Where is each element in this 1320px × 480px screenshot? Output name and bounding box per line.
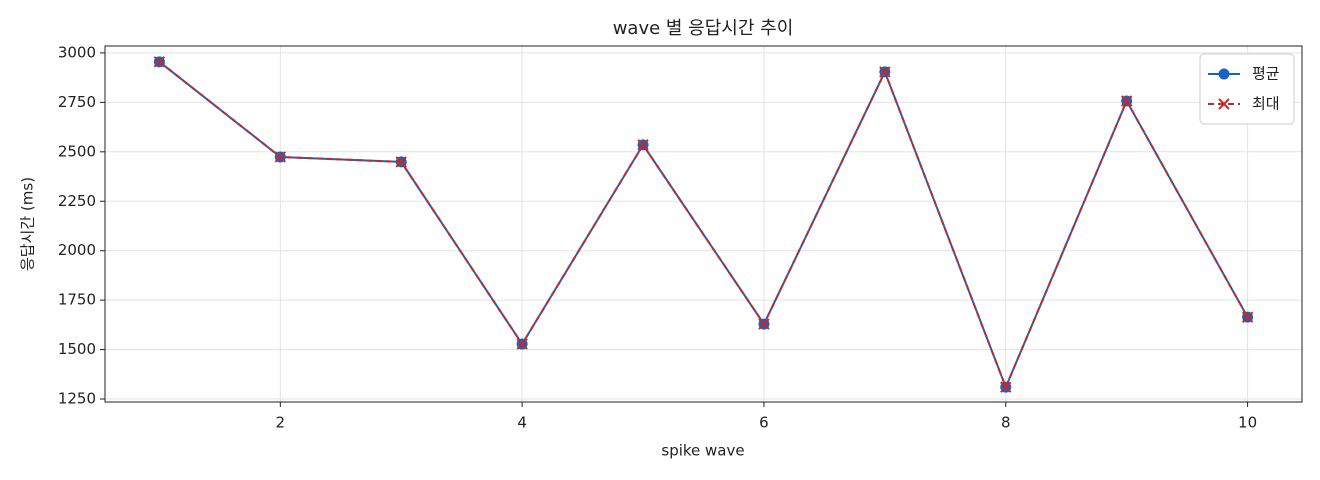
marker (516, 338, 528, 350)
y-tick-label: 2000 (58, 241, 96, 259)
legend-label: 최대 (1252, 95, 1280, 113)
marker (879, 66, 891, 78)
legend-marker (1218, 98, 1230, 110)
x-tick-label: 10 (1238, 414, 1257, 432)
x-tick-label: 4 (517, 414, 527, 432)
x-axis-label: spike wave (661, 442, 744, 460)
y-tick-label: 3000 (58, 43, 96, 61)
marker (1000, 381, 1012, 393)
marker (758, 318, 770, 330)
y-tick-label: 1500 (58, 340, 96, 358)
marker (274, 151, 287, 163)
legend-box (1199, 53, 1295, 125)
marker (637, 139, 649, 151)
x-tick-label: 6 (759, 414, 769, 432)
chart-title: wave 별 응답시간 추이 (613, 18, 794, 39)
x-tick-label: 2 (276, 414, 286, 432)
y-tick-label: 2250 (58, 192, 96, 210)
marker (1120, 95, 1133, 107)
y-tick-label: 1750 (58, 291, 96, 309)
line (158, 61, 1249, 390)
y-tick-label: 2750 (58, 93, 96, 111)
marker (153, 56, 166, 68)
legend-label: 평균 (1252, 65, 1280, 83)
plot-frame (104, 45, 1303, 403)
legend-marker (1218, 68, 1230, 80)
y-tick-label: 2500 (58, 142, 96, 160)
marker (1241, 311, 1254, 323)
y-tick-label: 1250 (58, 390, 96, 408)
marker (395, 156, 407, 168)
y-axis-label: 응답시간 (ms) (19, 177, 37, 271)
x-tick-label: 8 (1001, 414, 1011, 432)
